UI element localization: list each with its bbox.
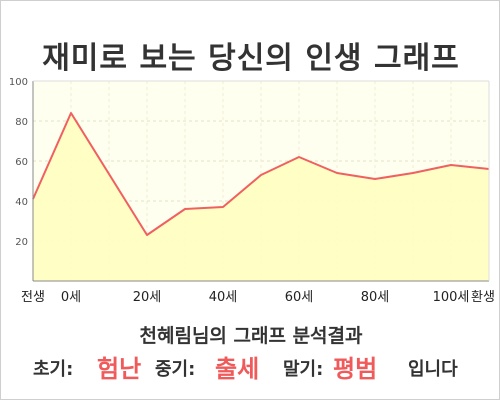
middle-label: 중기: <box>155 359 196 380</box>
middle-value: 출세 <box>215 355 260 383</box>
y-tick-label: 20 <box>15 237 28 248</box>
early-value: 험난 <box>97 355 142 383</box>
axes <box>32 80 490 282</box>
late-label: 말기: <box>283 359 324 380</box>
x-tick-label: 60세 <box>285 290 314 305</box>
y-tick-label: 80 <box>15 117 28 128</box>
y-tick-labels: 20 40 60 80 100 <box>9 77 28 248</box>
analysis-result: 초기: 험난 중기: 출세 말기: 평범 입니다 <box>1 347 500 383</box>
y-tick-label: 100 <box>9 77 28 88</box>
x-tick-label: 100세 <box>433 290 470 305</box>
x-tick-label: 환생 <box>471 290 495 305</box>
chart-title: 재미로 보는 당신의 인생 그래프 <box>42 41 460 76</box>
late-value: 평범 <box>333 355 378 383</box>
x-tick-label: 80세 <box>361 290 390 305</box>
area-fill <box>33 113 489 281</box>
x-tick-label: 전생 <box>21 290 45 305</box>
y-tick-label: 60 <box>15 157 28 168</box>
x-tick-label: 40세 <box>209 290 238 305</box>
x-tick-labels: 전생 0세 20세 40세 60세 80세 100세 환생 <box>21 290 495 305</box>
early-label: 초기: <box>33 359 74 380</box>
y-tick-label: 40 <box>15 197 28 208</box>
x-tick-label: 20세 <box>133 290 162 305</box>
result-ending: 입니다 <box>408 359 458 380</box>
series-line <box>32 112 490 236</box>
x-tick-label: 0세 <box>61 290 81 305</box>
analysis-subtitle: 천혜림님의 그래프 분석결과 <box>139 325 363 347</box>
